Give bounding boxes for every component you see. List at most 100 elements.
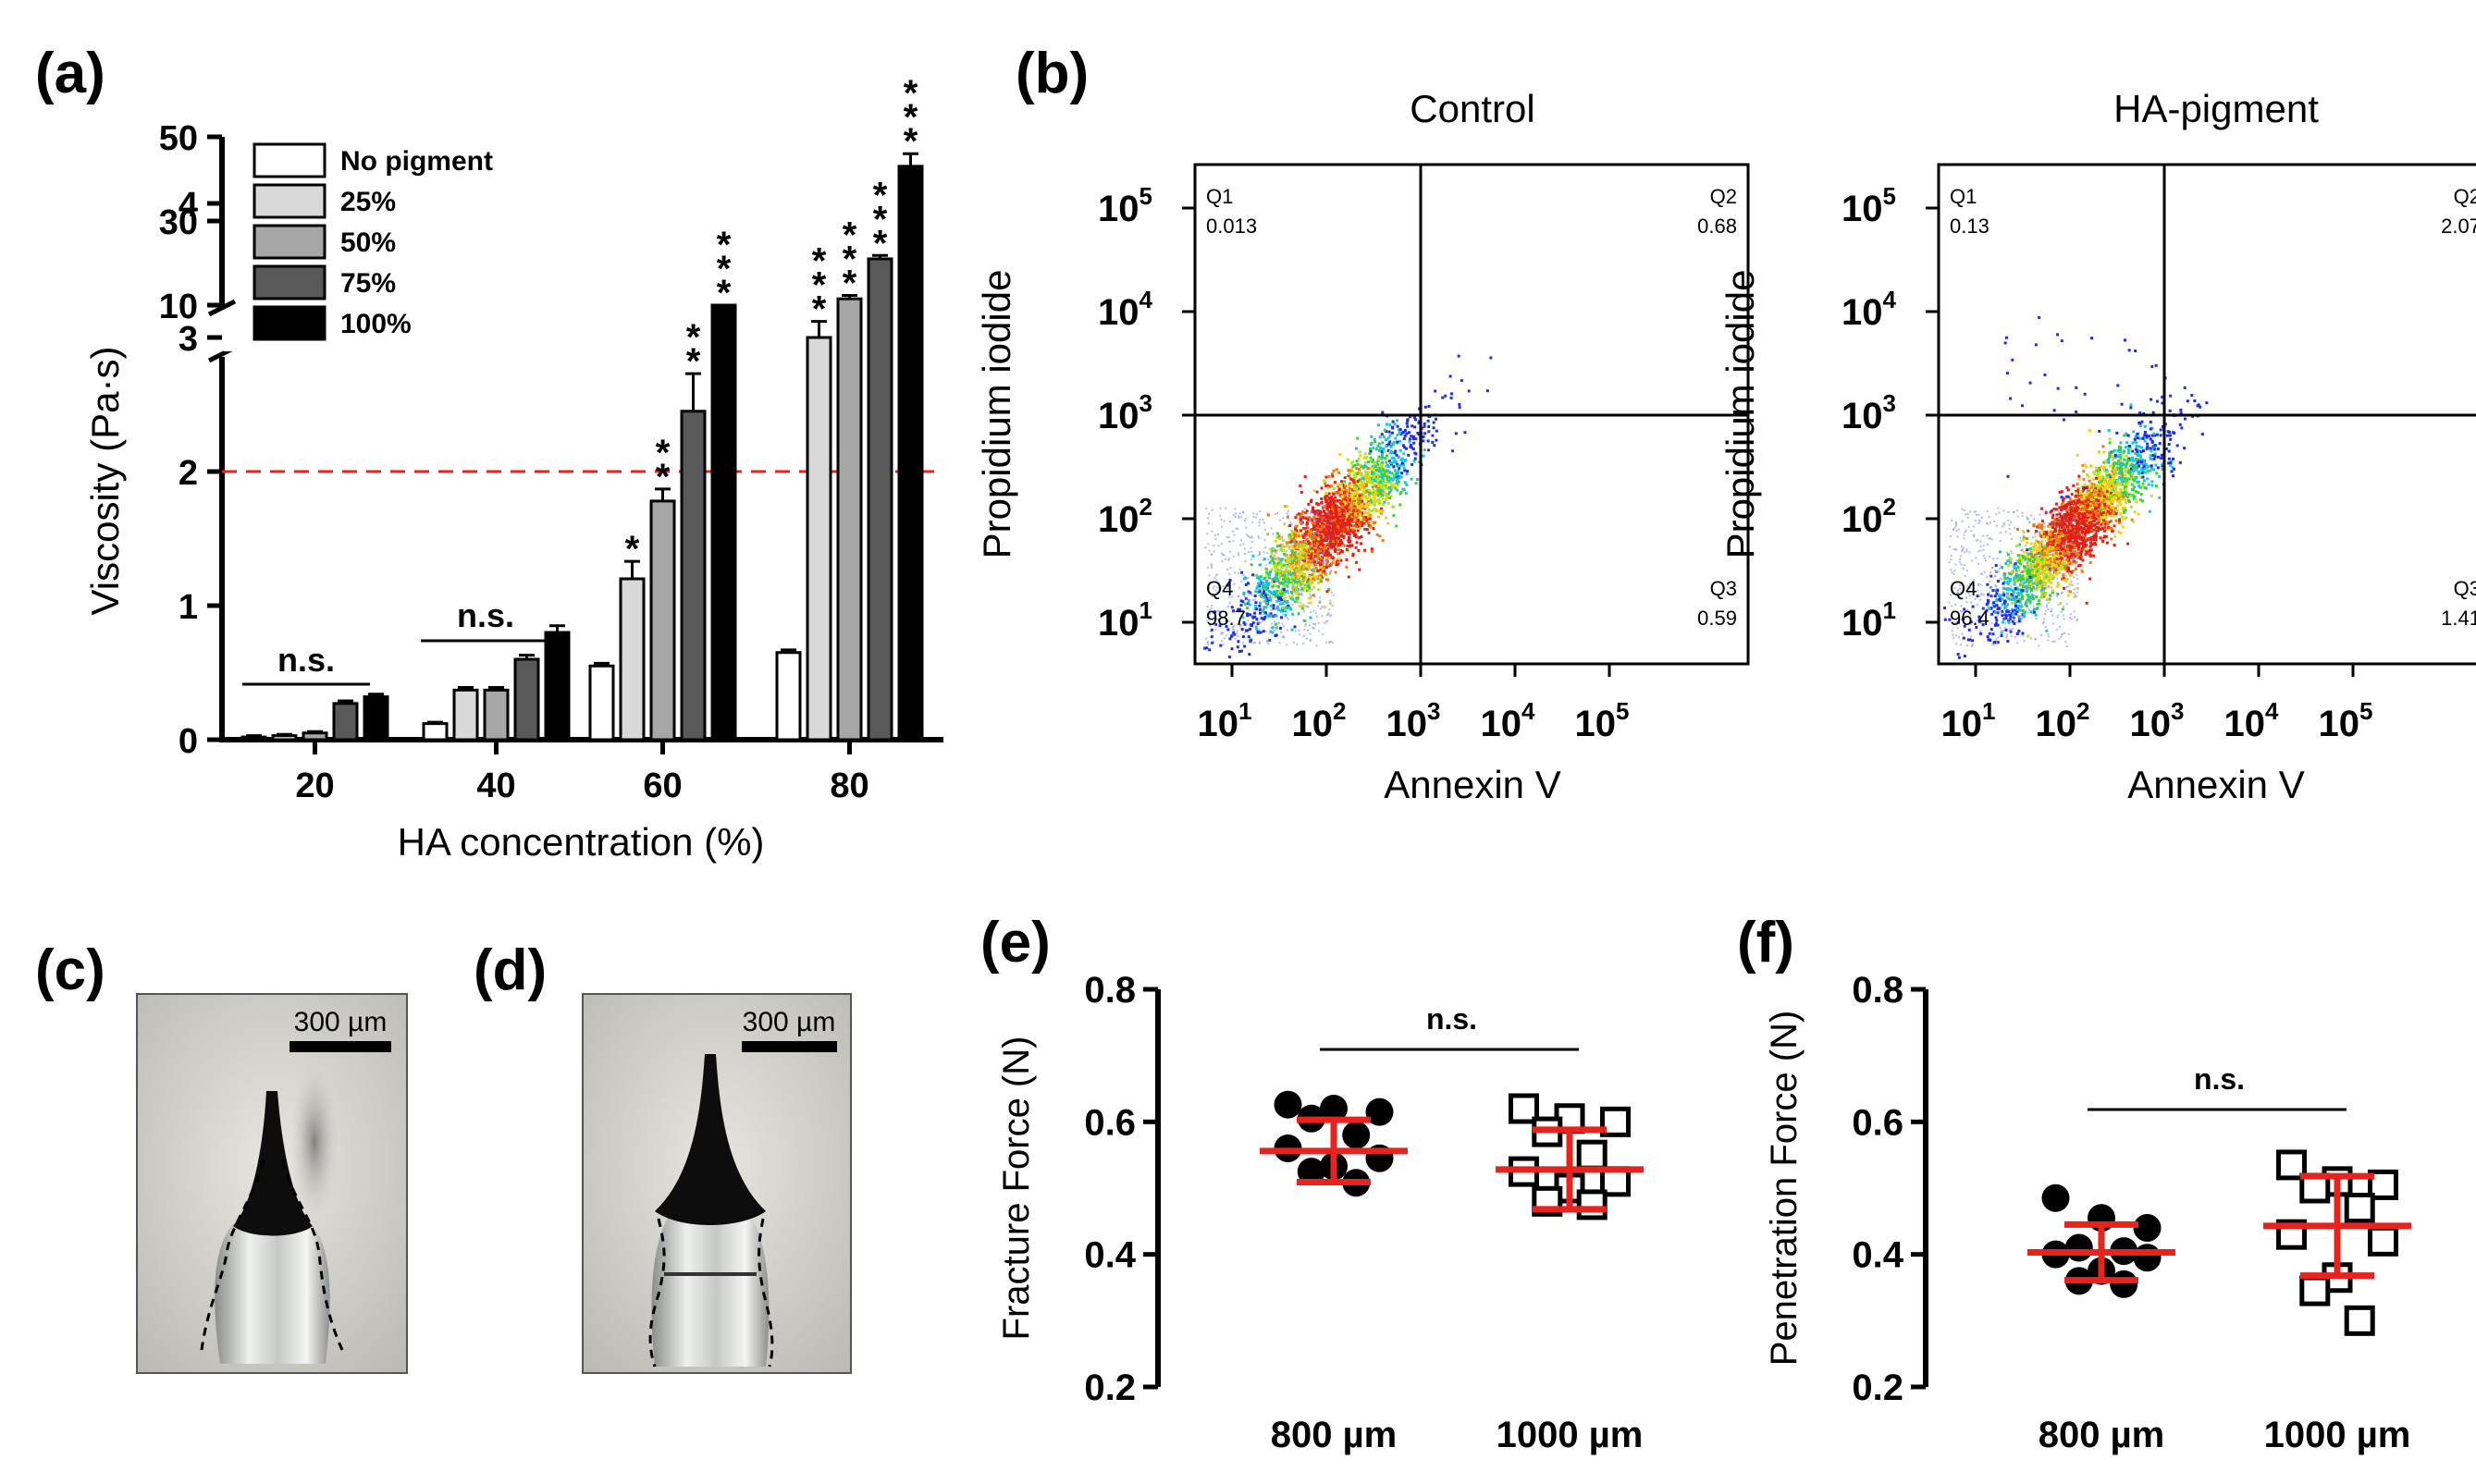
bar [544,631,571,742]
event-dot [1278,582,1282,585]
event-dot [1347,521,1350,524]
event-dot [1369,443,1373,447]
event-dot [1320,541,1324,545]
event-dot [1306,527,1309,530]
event-dot [1373,493,1376,497]
event-dot [2036,550,2039,554]
event-dot [1367,494,1371,497]
event-dot [1298,540,1301,544]
event-dot [1360,534,1363,538]
event-dot [2161,464,2164,468]
event-dot [1996,580,2000,583]
event-dot [1328,564,1332,568]
event-dot [1943,618,1947,621]
event-dot [2013,567,2016,570]
event-dot [2008,558,2012,562]
event-dot [2112,457,2115,460]
event-dot [1319,596,1322,599]
event-dot [1226,606,1229,608]
event-dot [1248,591,1250,594]
event-dot [1324,524,1328,528]
event-dot [1256,573,1259,576]
event-dot [1409,444,1412,448]
event-dot [1387,479,1391,483]
event-dot [1378,475,1382,479]
event-dot [2082,477,2086,481]
event-dot [2032,574,2036,578]
event-dot [1329,534,1333,537]
event-dot [1213,584,1215,587]
event-dot [2067,562,2071,566]
event-dot [2125,477,2128,481]
event-dot [2119,466,2123,470]
event-dot [1299,484,1302,487]
event-dot [1990,612,1994,616]
event-dot [1434,389,1437,393]
event-dot [2014,562,2017,566]
event-dot [1296,644,1299,646]
event-dot [2156,455,2160,459]
event-dot [1291,568,1295,571]
event-dot [1290,523,1293,526]
event-dot [2051,521,2054,524]
event-dot [1376,477,1380,481]
event-dot [2158,496,2162,499]
event-dot [1289,554,1293,558]
event-dot [2034,578,2038,582]
event-dot [2036,556,2039,559]
event-dot [1279,558,1282,561]
event-dot [1348,512,1351,516]
event-dot [1337,521,1340,524]
event-dot [1410,446,1413,449]
event-dot [1324,562,1328,566]
event-dot [1228,595,1231,598]
event-dot [2149,457,2152,460]
event-dot [1324,553,1328,557]
event-dot [2075,567,2078,570]
event-dot [1351,528,1355,532]
y-tick-label: 50 [159,119,198,158]
event-dot [2068,533,2072,536]
event-dot [2028,575,2032,579]
event-dot [1262,559,1264,562]
significance-star: * [873,175,888,215]
event-dot [1323,547,1326,551]
event-dot [1318,509,1322,513]
event-dot [1310,638,1312,641]
event-dot [1236,630,1238,632]
event-dot [1210,628,1213,632]
panel-label-a: (a) [35,42,105,105]
significance-star: * [686,341,701,382]
event-dot [1405,472,1409,476]
event-dot [1366,467,1370,471]
event-dot [1325,590,1329,594]
event-dot [2071,562,2075,566]
event-dot [2098,475,2101,479]
y-tick-label: 4 [179,186,198,225]
event-dot [1238,586,1241,589]
event-dot [2027,570,2031,573]
event-dot [1275,558,1279,561]
event-dot [2139,493,2143,497]
event-dot [1307,502,1311,506]
event-dot [1217,618,1220,620]
event-dot [1324,496,1327,499]
event-dot [1341,508,1345,511]
event-dot [1275,626,1278,630]
event-dot [1225,583,1227,586]
event-dot [1275,545,1279,548]
event-dot [2002,607,2006,610]
event-dot [1306,629,1309,632]
event-dot [2142,411,2146,415]
x-tick-label: 101 [1198,697,1252,744]
event-dot [1236,645,1239,649]
event-dot [1355,491,1359,495]
event-dot [2156,447,2160,450]
event-dot [1275,577,1278,581]
event-dot [1307,602,1310,605]
event-dot [1280,543,1284,546]
event-dot [1206,566,1209,569]
event-dot [1963,624,1966,628]
event-dot [1995,604,1999,607]
event-dot [2106,458,2110,461]
